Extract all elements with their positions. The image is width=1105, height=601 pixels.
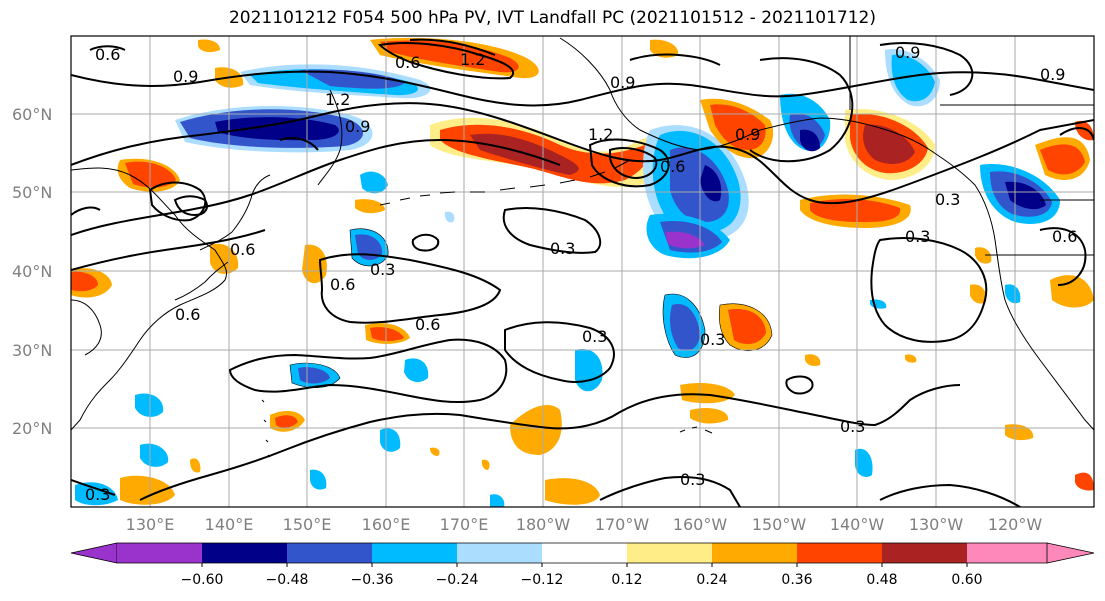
- contour-label: 0.3: [840, 417, 865, 436]
- lon-label: 140°E: [205, 515, 254, 534]
- colorbar-bin: [542, 543, 627, 563]
- contour-label: 0.6: [395, 53, 420, 72]
- colorbar-bin: [117, 543, 202, 563]
- colorbar-bin: [882, 543, 967, 563]
- colorbar-tick-label: −0.60: [181, 572, 224, 588]
- colorbar-bin: [797, 543, 882, 563]
- lon-label: 170°E: [440, 515, 489, 534]
- contour-labels: 0.6 0.9 1.2 0.6 0.9 1.2 1.2 0.6 0.9 0.9 …: [85, 43, 1077, 504]
- anomaly-shading: [71, 37, 1094, 507]
- contour-label: 0.9: [173, 67, 198, 86]
- lat-label: 60°N: [12, 105, 52, 124]
- contour-label: 0.3: [370, 260, 395, 279]
- colorbar-bin: [202, 543, 287, 563]
- colorbar-tick-label: 0.60: [951, 572, 982, 588]
- colorbar-tick-label: −0.24: [436, 572, 479, 588]
- colorbar-bin: [712, 543, 797, 563]
- figure-title: 2021101212 F054 500 hPa PV, IVT Landfall…: [228, 8, 876, 28]
- colorbar-bin: [287, 543, 372, 563]
- graticule: [71, 36, 1094, 507]
- contour-label: 1.2: [460, 50, 485, 69]
- colorbar-tick-label: 0.36: [781, 572, 812, 588]
- contour-label: 0.6: [175, 305, 200, 324]
- lon-label: 160°W: [673, 515, 728, 534]
- contour-label: 0.6: [1052, 227, 1077, 246]
- lon-label: 130°W: [909, 515, 964, 534]
- contour-label: 0.6: [230, 240, 255, 259]
- contour-label: 0.9: [1040, 65, 1065, 84]
- lon-label: 160°E: [362, 515, 411, 534]
- colorbar-tick-label: 0.24: [696, 572, 727, 588]
- lon-label: 120°W: [988, 515, 1043, 534]
- colorbar-bin: [967, 543, 1047, 563]
- lat-label: 40°N: [12, 262, 52, 281]
- contour-label: 1.2: [325, 90, 350, 109]
- pv-contours: [71, 38, 1094, 507]
- colorbar-tick-label: −0.12: [521, 572, 564, 588]
- colorbar-tick-label: −0.48: [266, 572, 309, 588]
- contour-label: 1.2: [588, 125, 613, 144]
- lon-label: 150°W: [752, 515, 807, 534]
- lon-label: 170°W: [595, 515, 650, 534]
- contour-label: 0.9: [735, 125, 760, 144]
- contour-label: 0.9: [345, 117, 370, 136]
- lon-label: 140°W: [830, 515, 885, 534]
- contour-label: 0.3: [905, 227, 930, 246]
- contour-label: 0.3: [582, 327, 607, 346]
- contour-label: 0.6: [95, 45, 120, 64]
- contour-label: 0.3: [935, 190, 960, 209]
- contour-label: 0.6: [660, 157, 685, 176]
- colorbar-bin: [627, 543, 712, 563]
- lat-label: 30°N: [12, 341, 52, 360]
- map-border: [70, 35, 1095, 508]
- colorbar-bin: [372, 543, 457, 563]
- contour-label: 0.6: [330, 275, 355, 294]
- longitude-labels: 130°E 140°E 150°E 160°E 170°E 180°W 170°…: [126, 515, 1043, 534]
- contour-label: 0.6: [415, 315, 440, 334]
- colorbar-extend-max: [1046, 542, 1095, 564]
- latitude-labels: 60°N 50°N 40°N 30°N 20°N: [12, 105, 52, 438]
- contour-label: 0.9: [610, 73, 635, 92]
- colorbar: −0.60 −0.48 −0.36 −0.24 −0.12 0.12 0.24 …: [70, 542, 1095, 588]
- contour-label: 0.3: [85, 485, 110, 504]
- colorbar-tick-label: −0.36: [351, 572, 394, 588]
- colorbar-tick-label: 0.48: [866, 572, 897, 588]
- lon-label: 130°E: [126, 515, 175, 534]
- contour-label: 0.9: [895, 43, 920, 62]
- lon-label: 150°E: [283, 515, 332, 534]
- contour-label: 0.3: [680, 470, 705, 489]
- lat-label: 50°N: [12, 183, 52, 202]
- lat-label: 20°N: [12, 419, 52, 438]
- contour-label: 0.3: [550, 239, 575, 258]
- colorbar-extend-min: [70, 542, 118, 564]
- lon-label: 180°W: [516, 515, 571, 534]
- contour-label: 0.3: [700, 330, 725, 349]
- colorbar-bin: [457, 543, 542, 563]
- colorbar-tick-label: 0.12: [611, 572, 642, 588]
